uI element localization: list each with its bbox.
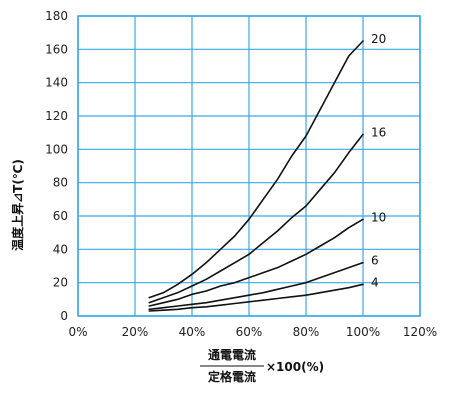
series-line-16 xyxy=(148,133,364,304)
x-tick-label: 120% xyxy=(403,325,437,339)
series-label-layer: 20 16 10 6 4 xyxy=(371,32,386,289)
x-axis-label: 通電電流 定格電流 ×100(%) xyxy=(200,347,324,384)
series-label-16: 16 xyxy=(371,125,386,139)
series-layer xyxy=(148,40,364,312)
x-tick-label: 0% xyxy=(68,325,87,339)
y-tick-label: 0 xyxy=(60,309,68,323)
y-tick-label: 80 xyxy=(53,176,68,190)
series-line-4 xyxy=(148,283,364,312)
y-axis-label: 温度上昇⊿T(℃) xyxy=(10,159,25,251)
series-line-6 xyxy=(148,261,364,311)
series-label-10: 10 xyxy=(371,210,386,224)
y-tick-label: 40 xyxy=(53,242,68,256)
x-tick-label: 40% xyxy=(179,325,206,339)
y-tick-label: 100 xyxy=(45,142,68,156)
series-label-20: 20 xyxy=(371,32,386,46)
y-tick-label: 140 xyxy=(45,76,68,90)
x-tick-label: 20% xyxy=(122,325,149,339)
x-tick-label: 80% xyxy=(293,325,320,339)
y-tick-label: 20 xyxy=(53,276,68,290)
series-line-10 xyxy=(148,218,364,307)
x-axis-label-suffix: ×100(%) xyxy=(266,360,324,374)
x-axis-label-numerator: 通電電流 xyxy=(208,347,256,362)
series-label-6: 6 xyxy=(371,254,379,268)
y-tick-label: 180 xyxy=(45,9,68,23)
series-label-4: 4 xyxy=(371,275,379,289)
x-tick-label: 60% xyxy=(236,325,263,339)
x-tick-label: 100% xyxy=(346,325,380,339)
y-tick-label: 60 xyxy=(53,209,68,223)
y-tick-label: 120 xyxy=(45,109,68,123)
series-line-20 xyxy=(148,40,364,299)
tick-layer: 0% 20% 40% 60% 80% 100% 120% 0 20 40 60 80 100 120 140… xyxy=(45,9,437,339)
y-tick-label: 160 xyxy=(45,42,68,56)
x-axis-label-denominator: 定格電流 xyxy=(208,369,256,384)
grid-layer xyxy=(77,15,421,317)
